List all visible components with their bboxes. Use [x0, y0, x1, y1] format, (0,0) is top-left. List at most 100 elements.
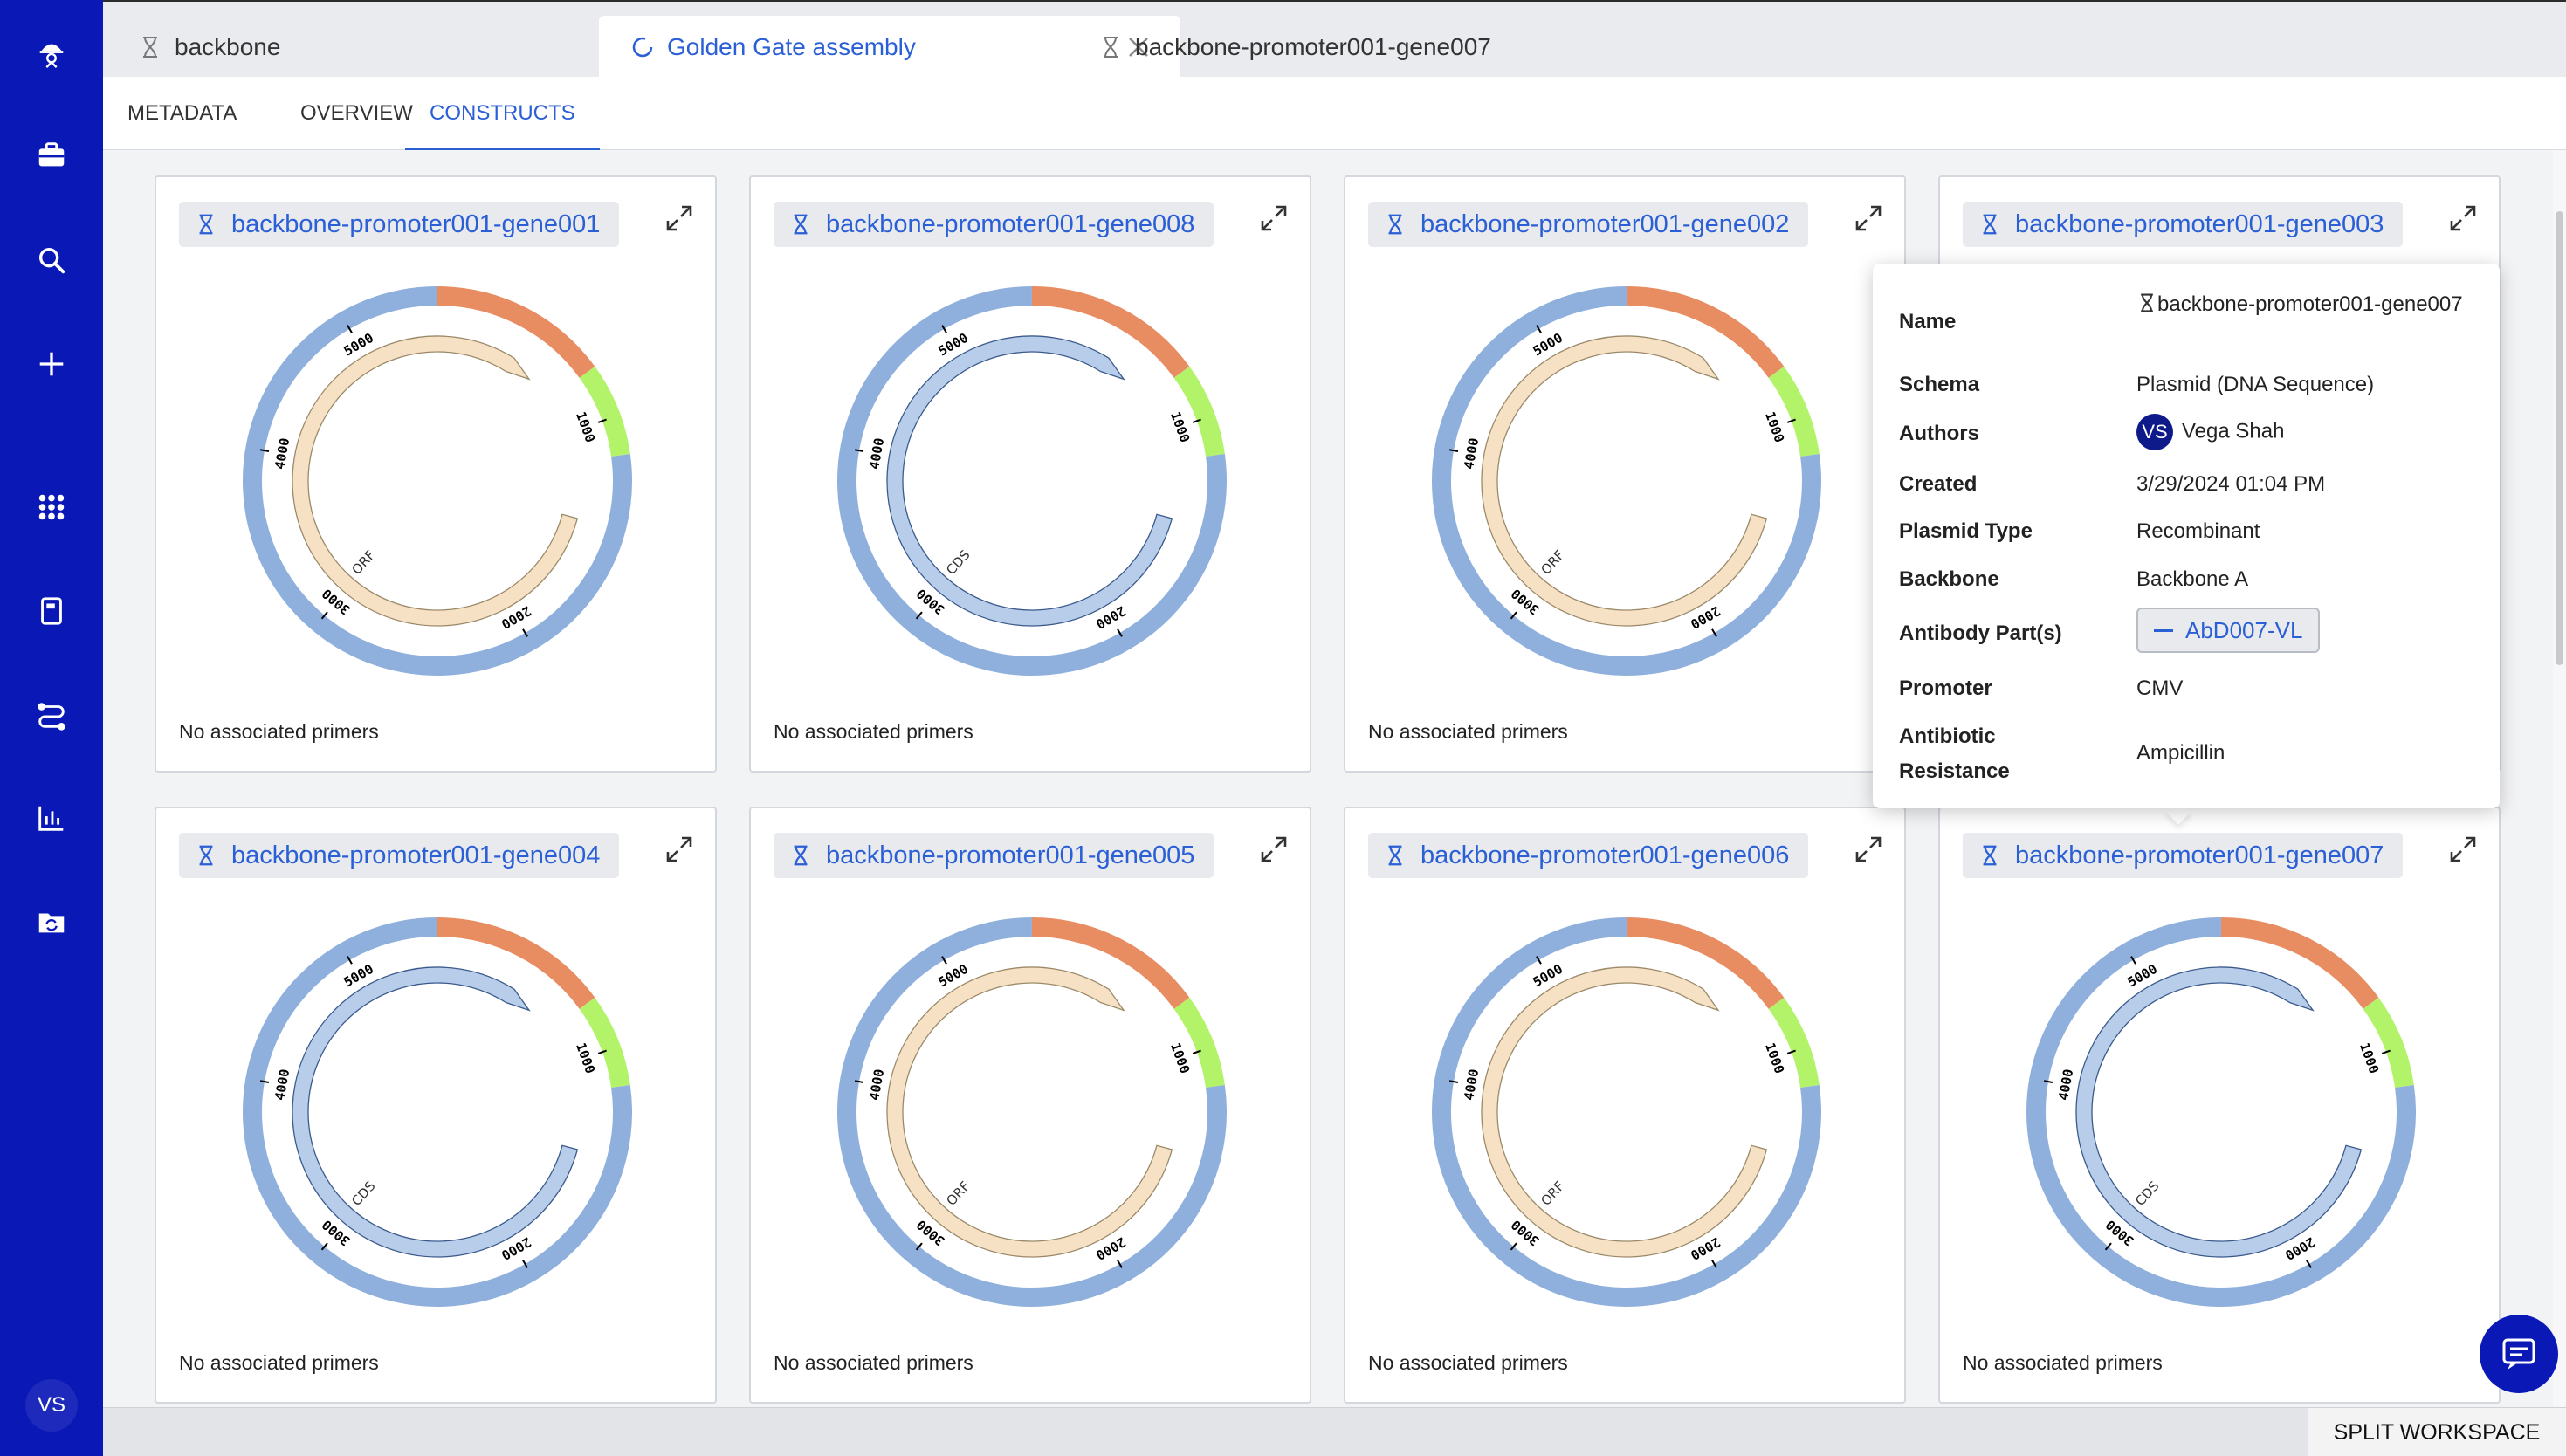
- plasmid-tick: [1448, 449, 1459, 452]
- plasmid-tick: [854, 1080, 864, 1083]
- primers-status: No associated primers: [774, 1351, 973, 1374]
- plasmid-tick: [1192, 418, 1201, 423]
- doc-tab-golden-gate[interactable]: Golden Gate assembly: [599, 16, 1180, 79]
- construct-title-link[interactable]: backbone-promoter001-gene007: [1963, 833, 2404, 878]
- plasmid-feature[interactable]: [292, 335, 579, 627]
- chat-button[interactable]: [2480, 1315, 2558, 1393]
- expand-icon[interactable]: [1259, 834, 1289, 864]
- plasmid-tick: [2130, 956, 2136, 965]
- plasmid-feature[interactable]: [1481, 966, 1768, 1258]
- plasmid-feature[interactable]: [292, 966, 579, 1258]
- section-tabs: METADATA OVERVIEW CONSTRUCTS: [103, 77, 2566, 150]
- popover-value-promoter: CMV: [2136, 676, 2184, 700]
- doc-tab-gene007[interactable]: backbone-promoter001-gene007: [1098, 16, 1491, 79]
- construct-name: backbone-promoter001-gene002: [1421, 209, 1790, 238]
- sequence-icon: [1983, 214, 1997, 235]
- plasmid-tick-label: 1000: [2356, 1040, 2382, 1075]
- plasmid-segment-backbone: [243, 286, 632, 676]
- expand-icon[interactable]: [1259, 203, 1289, 233]
- author-avatar: VS: [2136, 414, 2173, 450]
- sequence-icon: [199, 214, 213, 235]
- plasmid-tick-label: 1000: [1762, 1040, 1787, 1075]
- expand-icon[interactable]: [664, 203, 694, 233]
- plasmid-feature[interactable]: [886, 335, 1173, 627]
- construct-name: backbone-promoter001-gene004: [231, 841, 601, 869]
- plasmid-tick: [259, 449, 270, 452]
- plasmid-tick: [347, 325, 353, 333]
- plasmid-tick-label: 1000: [1762, 409, 1787, 444]
- user-avatar[interactable]: VS: [25, 1379, 78, 1432]
- popover-value-backbone: Backbone A: [2136, 567, 2249, 591]
- folder-sync-icon[interactable]: [25, 896, 78, 948]
- logo-icon[interactable]: [25, 26, 78, 79]
- plasmid-segment-gene: [1173, 997, 1225, 1089]
- plasmid-segment-gene: [579, 366, 630, 457]
- expand-icon[interactable]: [2448, 834, 2478, 864]
- construct-title-link[interactable]: backbone-promoter001-gene006: [1368, 833, 1809, 878]
- plasmid-feature[interactable]: [2075, 966, 2363, 1258]
- plasmid-tick: [1117, 628, 1123, 637]
- construct-title-link[interactable]: backbone-promoter001-gene004: [179, 833, 620, 878]
- plasmid-tick: [941, 325, 947, 333]
- doc-tab-label: Golden Gate assembly: [667, 33, 916, 60]
- plasmid-tick: [1786, 1049, 1796, 1054]
- antibody-part-chip[interactable]: AbD007-VL: [2136, 608, 2321, 653]
- plasmid-feature-label: ORF: [348, 547, 378, 578]
- plasmid-segment-promoter: [1031, 286, 1190, 378]
- plasmid-tick: [347, 956, 353, 965]
- tab-metadata[interactable]: METADATA: [127, 101, 237, 125]
- plasmid-feature[interactable]: [1481, 335, 1768, 627]
- scrollbar[interactable]: [2553, 150, 2566, 1407]
- expand-icon[interactable]: [2448, 203, 2478, 233]
- search-icon[interactable]: [25, 234, 78, 286]
- plasmid-tick: [522, 628, 528, 637]
- plasmid-tick-label: 4000: [866, 1068, 887, 1102]
- notebook-icon[interactable]: [25, 585, 78, 637]
- expand-icon[interactable]: [664, 834, 694, 864]
- plasmid-segment-promoter: [1626, 286, 1785, 378]
- split-workspace-button[interactable]: SPLIT WORKSPACE: [2308, 1408, 2566, 1456]
- primers-status: No associated primers: [1963, 1351, 2163, 1374]
- plasmid-feature-label: CDS: [348, 1178, 378, 1209]
- plasmid-segment-gene: [1768, 366, 1820, 457]
- tab-constructs[interactable]: CONSTRUCTS: [405, 77, 600, 150]
- chart-icon[interactable]: [25, 792, 78, 844]
- grid-icon[interactable]: [25, 481, 78, 533]
- plasmid-feature-label: CDS: [2132, 1178, 2162, 1209]
- document-tabs: backbone Golden Gate assembly backbone-p…: [103, 0, 2566, 79]
- primers-status: No associated primers: [1368, 1351, 1568, 1374]
- construct-name: backbone-promoter001-gene008: [826, 209, 1195, 238]
- plasmid-feature[interactable]: [886, 966, 1173, 1258]
- briefcase-icon[interactable]: [25, 129, 78, 182]
- plasmid-tick-label: 1000: [573, 409, 598, 444]
- construct-title-link[interactable]: backbone-promoter001-gene005: [774, 833, 1214, 878]
- plasmid-tick-label: 4000: [2055, 1068, 2076, 1102]
- close-icon[interactable]: [1126, 35, 1151, 59]
- expand-icon[interactable]: [1854, 203, 1883, 233]
- construct-card: backbone-promoter001-gene006 1000 2000 3000…: [1344, 807, 1906, 1404]
- plasmid-segment-promoter: [2220, 917, 2379, 1009]
- plasmid-tick: [1510, 611, 1517, 620]
- construct-title-link[interactable]: backbone-promoter001-gene008: [774, 202, 1214, 247]
- scrollbar-thumb[interactable]: [2556, 211, 2563, 665]
- tab-overview[interactable]: OVERVIEW: [300, 101, 413, 125]
- construct-title-link[interactable]: backbone-promoter001-gene002: [1368, 202, 1809, 247]
- popover-value-created: 3/29/2024 01:04 PM: [2136, 472, 2326, 496]
- doc-tab-backbone[interactable]: backbone: [138, 16, 280, 79]
- construct-title-link[interactable]: backbone-promoter001-gene001: [179, 202, 620, 247]
- workflow-icon[interactable]: [25, 689, 78, 741]
- construct-name: backbone-promoter001-gene001: [231, 209, 601, 238]
- sequence-icon: [143, 37, 157, 58]
- construct-card: backbone-promoter001-gene001 1000 2000 3000…: [155, 175, 717, 773]
- expand-icon[interactable]: [1854, 834, 1883, 864]
- sequence-icon: [1388, 214, 1402, 235]
- plus-icon[interactable]: [25, 338, 78, 390]
- construct-title-link[interactable]: backbone-promoter001-gene003: [1963, 202, 2404, 247]
